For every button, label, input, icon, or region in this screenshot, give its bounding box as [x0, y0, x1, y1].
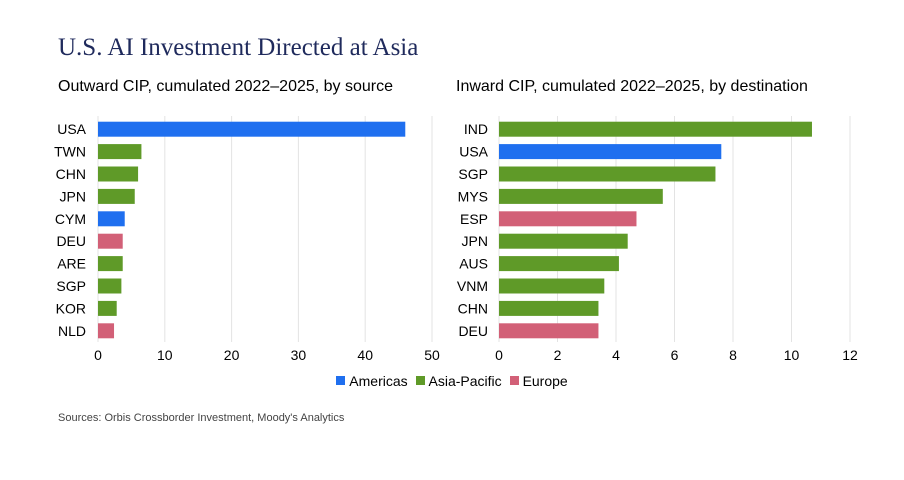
- right-x-tick-label: 0: [495, 347, 503, 363]
- left-bar-twn: [98, 144, 142, 160]
- legend-item-americas: Americas: [336, 372, 408, 389]
- source-note: Sources: Orbis Crossborder Investment, M…: [58, 412, 345, 424]
- right-x-tick-label: 6: [671, 347, 679, 363]
- legend-label-europe: Europe: [522, 372, 568, 389]
- right-category-label: CHN: [458, 300, 488, 316]
- legend-label-asia-pacific: Asia-Pacific: [428, 372, 502, 389]
- right-bar-aus: [499, 256, 619, 272]
- legend-swatch-europe: [509, 376, 519, 385]
- right-bar-chn: [499, 300, 599, 316]
- right-category-label: VNM: [457, 278, 488, 294]
- right-category-label: AUS: [459, 256, 488, 272]
- right-x-tick-label: 12: [842, 347, 858, 363]
- left-bar-usa: [98, 121, 406, 137]
- right-bar-jpn: [499, 233, 628, 249]
- left-x-tick-label: 40: [357, 347, 373, 363]
- left-bar-jpn: [98, 188, 135, 204]
- left-category-label: ARE: [57, 256, 86, 272]
- right-bar-vnm: [499, 278, 605, 294]
- left-x-tick-label: 50: [424, 347, 440, 363]
- right-category-label: SGP: [458, 166, 488, 182]
- right-category-label: IND: [464, 121, 488, 137]
- left-category-label: CYM: [55, 211, 86, 227]
- right-category-label: ESP: [460, 211, 488, 227]
- right-x-tick-label: 4: [612, 347, 620, 363]
- right-x-tick-label: 10: [784, 347, 800, 363]
- legend-label-americas: Americas: [349, 372, 408, 389]
- right-chart-subtitle: Inward CIP, cumulated 2022–2025, by dest…: [456, 78, 808, 95]
- left-category-label: JPN: [60, 188, 86, 204]
- right-bar-ind: [499, 121, 812, 137]
- left-category-label: USA: [57, 121, 86, 137]
- right-bar-usa: [499, 144, 722, 160]
- right-bar-esp: [499, 211, 637, 227]
- right-x-tick-label: 2: [554, 347, 562, 363]
- legend-swatch-asia-pacific: [415, 376, 425, 385]
- left-bar-are: [98, 256, 123, 272]
- legend-item-europe: Europe: [509, 372, 568, 389]
- right-category-label: JPN: [462, 233, 488, 249]
- left-bar-sgp: [98, 278, 122, 294]
- chart-title: U.S. AI Investment Directed at Asia: [58, 34, 419, 61]
- left-category-label: TWN: [54, 144, 86, 160]
- right-category-label: MYS: [458, 188, 488, 204]
- left-category-label: SGP: [56, 278, 86, 294]
- left-category-label: KOR: [56, 300, 86, 316]
- left-x-tick-label: 30: [291, 347, 307, 363]
- left-bar-deu: [98, 233, 123, 249]
- left-bar-cym: [98, 211, 125, 227]
- left-category-label: DEU: [56, 233, 86, 249]
- left-bar-kor: [98, 300, 117, 316]
- left-bar-chn: [98, 166, 139, 182]
- legend-swatch-americas: [336, 376, 346, 385]
- right-category-label: USA: [459, 144, 488, 160]
- left-x-tick-label: 10: [157, 347, 173, 363]
- right-bar-sgp: [499, 166, 716, 182]
- legend: Americas Asia-Pacific Europe: [0, 372, 904, 389]
- left-category-label: CHN: [56, 166, 86, 182]
- right-x-tick-label: 8: [729, 347, 737, 363]
- left-bar-nld: [98, 323, 115, 339]
- left-category-label: NLD: [58, 323, 86, 339]
- left-x-tick-label: 0: [94, 347, 102, 363]
- left-chart-subtitle: Outward CIP, cumulated 2022–2025, by sou…: [58, 78, 394, 95]
- right-bar-deu: [499, 323, 599, 339]
- legend-item-asia-pacific: Asia-Pacific: [415, 372, 502, 389]
- right-bar-mys: [499, 188, 663, 204]
- left-x-tick-label: 20: [224, 347, 240, 363]
- right-category-label: DEU: [458, 323, 488, 339]
